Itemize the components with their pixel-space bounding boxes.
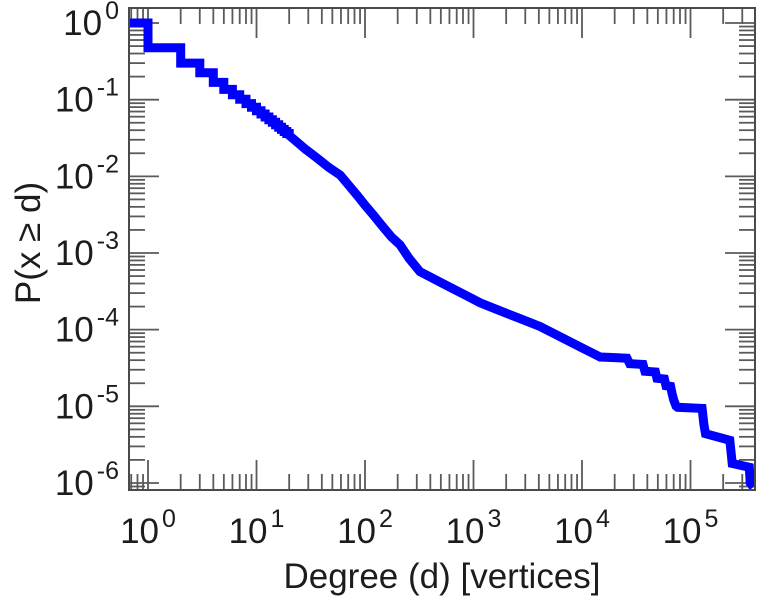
x-tick-label: 10 4 <box>554 505 610 551</box>
y-axis-title: P(x ≥ d) <box>9 182 48 304</box>
x-axis-title: Degree (d) [vertices] <box>283 557 600 596</box>
plot-dynamic-layer: 10 0 10 1 10 2 10 3 10 4 10 5 10 0 10 -1 10 -2 10 -3 10 -4 10-… <box>55 0 756 551</box>
x-tick-label: 10 1 <box>229 505 285 551</box>
x-tick-label: 10 5 <box>663 505 719 551</box>
y-tick-label: 10 -6 <box>55 457 119 503</box>
y-tick-label: 10 -3 <box>55 227 119 273</box>
y-tick-label: 10 -4 <box>55 304 119 350</box>
series-line-degree-ccdf <box>129 18 755 490</box>
x-tick-label: 10 0 <box>120 505 176 551</box>
plot-frame <box>128 7 756 491</box>
y-tick-label: 10 -2 <box>55 150 119 196</box>
axis-ticks <box>129 8 755 490</box>
x-tick-label: 10 2 <box>337 505 393 551</box>
y-tick-label: 10 -1 <box>55 74 119 120</box>
y-tick-label: 10 -5 <box>55 380 119 426</box>
y-tick-label: 10 0 <box>63 0 119 43</box>
x-tick-label: 10 3 <box>446 505 502 551</box>
